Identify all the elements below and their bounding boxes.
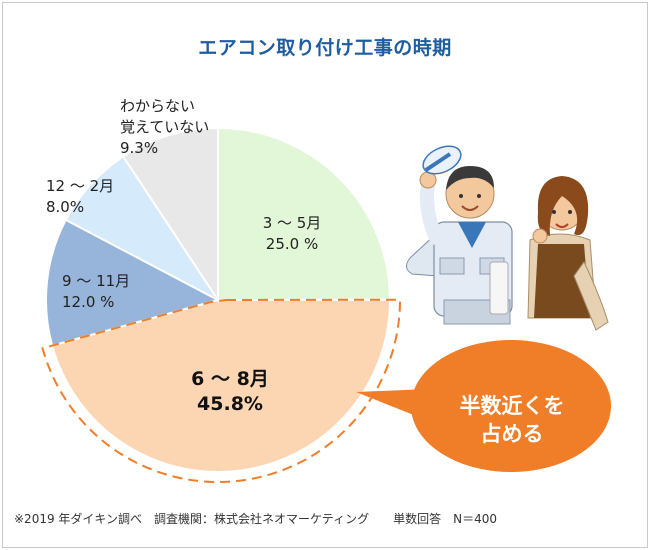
slice-label-jun-aug: 6 ～ 8月 45.8% [175, 367, 285, 417]
slice-label-sep-nov: 9 ～ 11月 12.0 % [62, 271, 130, 313]
customer-illustration [527, 176, 609, 331]
slice-label-text: わからない [120, 97, 196, 115]
highlight-dashed-outline [41, 298, 402, 483]
slice-label-text: 覚えていない [120, 118, 210, 136]
slice-label-dec-feb: 12 ～ 2月 8.0% [46, 176, 114, 218]
footnote: ※2019 年ダイキン調べ 調査機関：株式会社ネオマーケティング 単数回答 N＝… [14, 512, 497, 526]
callout-bubble [356, 340, 611, 473]
slice-value-text: 45.8% [197, 393, 263, 415]
pie-slice-jun-aug [50, 298, 392, 473]
pie-slice-sep-nov [45, 218, 221, 347]
slice-value-text: 12.0 % [62, 293, 115, 311]
slice-label-unknown: わからない 覚えていない 9.3% [120, 96, 209, 159]
slice-label-text: 9 ～ 11月 [62, 272, 131, 290]
slice-value-text: 25.0 % [265, 235, 319, 253]
slice-label-text: 12 ～ 2月 [46, 177, 115, 195]
callout-line-2: 占める [480, 422, 544, 446]
pie-slice-mar-may [217, 126, 392, 302]
slice-label-text: 3 ～ 5月 [262, 214, 322, 232]
chart-title: エアコン取り付け工事の時期 [198, 37, 452, 59]
slice-value-text: 8.0% [46, 198, 85, 216]
pie-slice-unknown [121, 126, 219, 304]
people-illustration [406, 145, 609, 331]
callout-line-1: 半数近くを [459, 394, 565, 418]
callout-text: 半数近くを 占める [437, 392, 587, 448]
slice-value-text: 9.3% [120, 139, 159, 157]
technician-illustration [406, 145, 513, 325]
slice-label-mar-may: 3 ～ 5月 25.0 % [252, 213, 332, 255]
slice-label-text: 6 ～ 8月 [191, 368, 269, 390]
